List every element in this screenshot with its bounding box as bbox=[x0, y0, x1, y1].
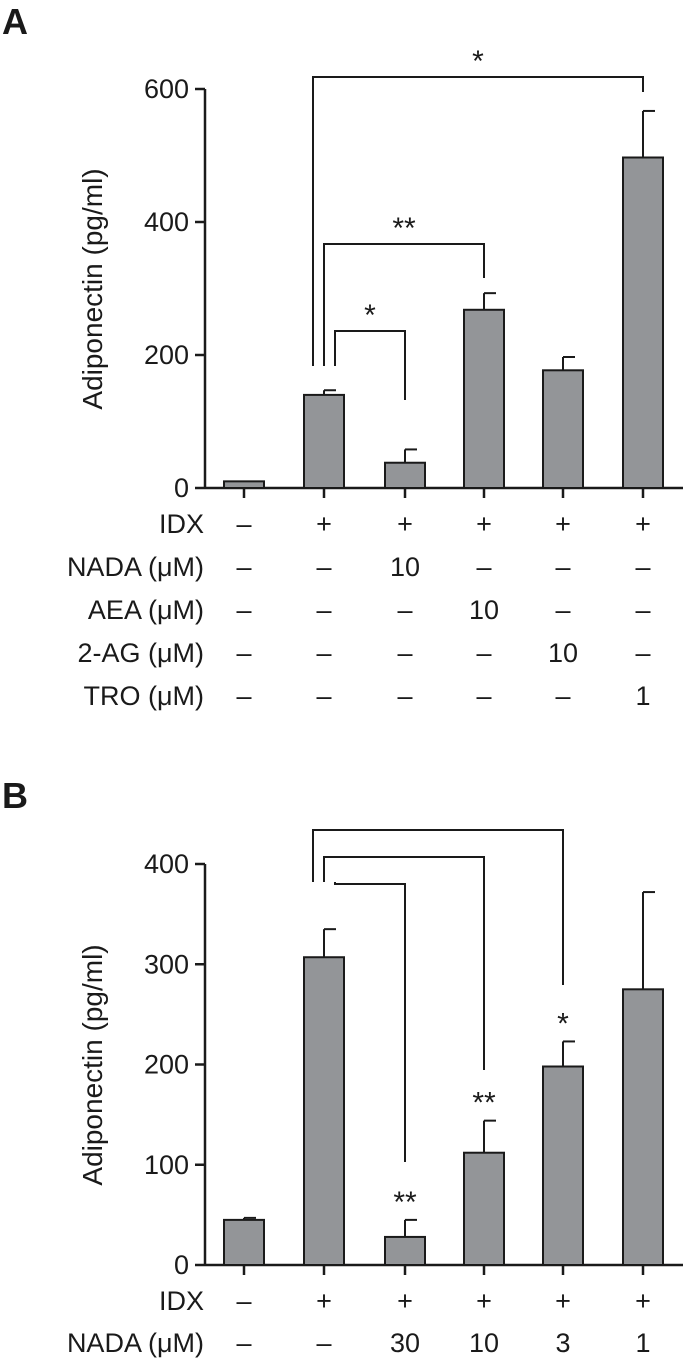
panel-b-bar bbox=[384, 1235, 426, 1267]
panel-a-condition-cell: – bbox=[397, 638, 412, 668]
panel-b-condition-cell: + bbox=[635, 1286, 651, 1316]
panel-a-condition-cell: – bbox=[635, 595, 650, 625]
panel-b-condition-cell: – bbox=[236, 1286, 251, 1316]
panel-b-comparison-bracket bbox=[323, 856, 485, 1070]
panel-b-condition-cell: + bbox=[476, 1286, 492, 1316]
panel-a-comparison-bracket bbox=[312, 76, 644, 366]
panel-a-y-axis-label: Adiponectin (pg/ml) bbox=[77, 168, 108, 409]
panel-a-condition-cell: + bbox=[635, 509, 651, 539]
panel-b-comparison-bracket bbox=[334, 882, 406, 1162]
panel-b-y-tick-label: 400 bbox=[144, 849, 189, 879]
panel-a-condition-cell: + bbox=[397, 509, 413, 539]
panel-a-condition-cell: 10 bbox=[469, 595, 499, 625]
panel-b-y-tick-label: 0 bbox=[174, 1250, 189, 1280]
panel-b-bar bbox=[303, 956, 345, 1266]
panel-b-condition-cell: 3 bbox=[555, 1328, 570, 1358]
panel-a-condition-cell: 10 bbox=[548, 638, 578, 668]
panel-a-condition-label: 2-AG (μM) bbox=[77, 638, 204, 668]
panel-b-condition-cell: + bbox=[397, 1286, 413, 1316]
panel-a-comparison-bracket bbox=[334, 330, 406, 400]
panel-a-bar bbox=[542, 369, 584, 490]
panel-b-y-tick-label: 200 bbox=[144, 1050, 189, 1080]
panel-a-condition-cell: 1 bbox=[635, 681, 650, 711]
panel-b-y-axis-label: Adiponectin (pg/ml) bbox=[77, 944, 108, 1185]
panel-a-significance-label: * bbox=[364, 299, 376, 332]
panel-a-condition-cell: – bbox=[555, 681, 570, 711]
panel-b-letter: B bbox=[2, 775, 28, 816]
panel-a-letter: A bbox=[2, 1, 28, 42]
panel-b-y-tick-label: 300 bbox=[144, 949, 189, 979]
panel-b-bar bbox=[463, 1151, 505, 1266]
panel-b-condition-cell: 1 bbox=[635, 1328, 650, 1358]
panel-a-condition-cell: – bbox=[476, 681, 491, 711]
panel-b-bar-significance-label: * bbox=[557, 1007, 569, 1040]
panel-a-condition-cell: – bbox=[397, 681, 412, 711]
panel-b-bar bbox=[223, 1218, 265, 1266]
panel-a-y-tick-label: 600 bbox=[144, 74, 189, 104]
panel-a-condition-cell: – bbox=[476, 638, 491, 668]
panel-a-condition-cell: – bbox=[397, 595, 412, 625]
panel-a-condition-cell: – bbox=[555, 552, 570, 582]
panel-a-condition-cell: + bbox=[316, 509, 332, 539]
panel-b-bar bbox=[542, 1065, 584, 1266]
panel-b-bar-significance-label: ** bbox=[393, 1186, 417, 1219]
panel-a-bar bbox=[384, 461, 426, 490]
panel-a-condition-label: AEA (μM) bbox=[88, 595, 204, 625]
panel-b-bar bbox=[622, 988, 664, 1266]
panel-a-comparison-bracket bbox=[323, 243, 485, 366]
panel-b-y-tick-label: 100 bbox=[144, 1150, 189, 1180]
panel-b-bar-significance-label: ** bbox=[472, 1087, 496, 1120]
panel-a-y-tick-label: 400 bbox=[144, 207, 189, 237]
panel-a-condition-cell: – bbox=[236, 595, 251, 625]
panel-a-condition-cell: – bbox=[476, 552, 491, 582]
panel-a-bar bbox=[303, 393, 345, 489]
panel-a-condition-cell: – bbox=[555, 595, 570, 625]
panel-a-condition-cell: – bbox=[316, 638, 331, 668]
panel-a-y-tick-label: 0 bbox=[174, 473, 189, 503]
panel-a-significance-label: * bbox=[472, 45, 484, 78]
panel-b-condition-label: IDX bbox=[159, 1286, 204, 1316]
panel-a-condition-cell: – bbox=[316, 552, 331, 582]
panel-a-condition-cell: – bbox=[316, 595, 331, 625]
panel-a-bar bbox=[223, 480, 265, 490]
panel-a-condition-cell: 10 bbox=[390, 552, 420, 582]
panel-b: B Adiponectin (pg/ml) 0100200300400*****… bbox=[2, 775, 683, 1358]
panel-a-condition-cell: – bbox=[236, 509, 251, 539]
panel-a-condition-cell: – bbox=[236, 552, 251, 582]
panel-a-condition-cell: – bbox=[635, 552, 650, 582]
panel-b-comparison-bracket bbox=[312, 829, 564, 985]
panel-a-condition-label: NADA (μM) bbox=[67, 552, 204, 582]
panel-b-condition-cell: 30 bbox=[390, 1328, 420, 1358]
panel-a-condition-cell: – bbox=[236, 681, 251, 711]
panel-a-significance-label: ** bbox=[392, 212, 416, 245]
panel-b-condition-cell: + bbox=[316, 1286, 332, 1316]
panel-a-condition-cell: – bbox=[316, 681, 331, 711]
panel-b-condition-cell: – bbox=[316, 1328, 331, 1358]
panel-a-condition-cell: + bbox=[476, 509, 492, 539]
panel-a-condition-cell: + bbox=[555, 509, 571, 539]
panel-b-condition-cell: + bbox=[555, 1286, 571, 1316]
panel-a-y-tick-label: 200 bbox=[144, 340, 189, 370]
panel-b-condition-cell: 10 bbox=[469, 1328, 499, 1358]
panel-a-condition-cell: – bbox=[236, 638, 251, 668]
panel-a-bar bbox=[463, 308, 505, 489]
panel-a-condition-cell: – bbox=[635, 638, 650, 668]
panel-a-condition-label: IDX bbox=[159, 509, 204, 539]
panel-a-condition-label: TRO (μM) bbox=[83, 681, 204, 711]
panel-b-condition-label: NADA (μM) bbox=[67, 1328, 204, 1358]
panel-a-bar bbox=[622, 156, 664, 489]
panel-b-condition-cell: – bbox=[236, 1328, 251, 1358]
